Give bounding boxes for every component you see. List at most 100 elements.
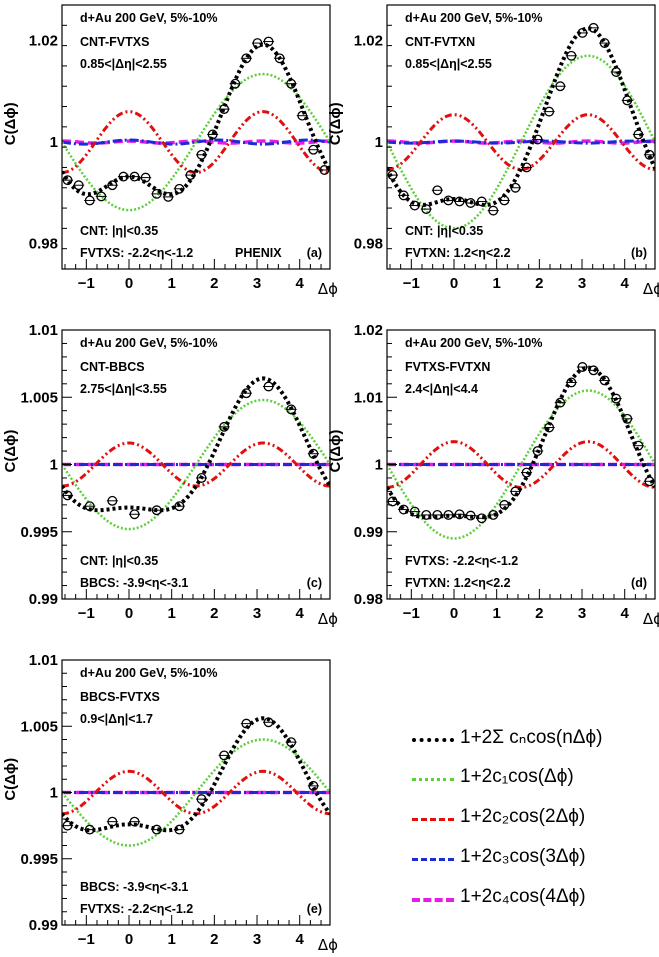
data-point [599, 375, 610, 386]
curves [62, 42, 330, 212]
experiment-label: PHENIX [235, 246, 282, 260]
y-tick-label: 1.01 [354, 389, 383, 406]
data-point [129, 509, 140, 520]
legend-line-c3 [412, 858, 454, 861]
curve-c1 [62, 398, 330, 531]
curve-c2 [387, 113, 655, 171]
data-point [476, 513, 487, 524]
panel-header: d+Au 200 GeV, 5%-10% [405, 11, 542, 25]
data-point [196, 473, 207, 483]
legend-entry-c3: 1+2c₃cos(3Δϕ) [412, 840, 652, 880]
legend-entry-c4: 1+2c₄cos(4Δϕ) [412, 880, 652, 920]
curves [387, 365, 655, 540]
legend-entry-c1: 1+2c₁cos(Δϕ) [412, 760, 652, 800]
data-point [151, 505, 162, 516]
data-point [196, 794, 207, 805]
data-point [230, 78, 241, 89]
data-point [241, 53, 252, 64]
x-tick-label: 2 [210, 931, 218, 948]
data-point [73, 180, 84, 191]
panel-1: −1 0 1 2 3 4 Δϕ 0.98 1 1.02 C(Δϕ) d+Au 200 GeV, 5%-… [327, 4, 659, 298]
data-point [555, 81, 566, 92]
data-point [263, 717, 274, 728]
curve-c2 [387, 440, 655, 489]
panel-header: d+Au 200 GeV, 5%-10% [405, 336, 542, 350]
data-points [387, 362, 655, 524]
x-tick-label: 3 [253, 275, 261, 292]
eta-gap-label: 2.4<|Δη|<4.4 [405, 382, 478, 396]
data-point [588, 365, 599, 376]
y-tick-label: 1 [50, 785, 58, 802]
data-point [129, 171, 140, 182]
data-points [62, 381, 319, 520]
data-point [84, 824, 95, 835]
eta-gap-label: 0.9<|Δη|<1.7 [80, 712, 153, 726]
x-tick-label: 0 [450, 605, 458, 622]
x-tick-label: 0 [125, 931, 133, 948]
y-tick-label: 0.995 [20, 524, 58, 541]
legend-line-c4 [412, 898, 454, 902]
data-point [174, 501, 185, 512]
acceptance-note-1: BBCS: -3.9<η<-3.1 [80, 880, 188, 894]
x-tick-label: 3 [253, 605, 261, 622]
y-tick-label: 0.99 [354, 524, 383, 541]
data-point [488, 509, 499, 520]
data-point [96, 191, 107, 202]
data-point [465, 510, 476, 521]
data-point [84, 195, 95, 206]
data-point [163, 191, 174, 202]
y-axis-label: C(Δϕ) [2, 102, 19, 145]
acceptance-note-2: FVTXS: -2.2<η<-1.2 [80, 902, 193, 916]
acceptance-note-1: FVTXS: -2.2<η<-1.2 [405, 554, 518, 568]
data-point [510, 182, 521, 193]
plot-frame [386, 4, 656, 270]
data-point [465, 198, 476, 208]
data-point [421, 509, 432, 520]
y-tick-label: 0.99 [29, 917, 58, 934]
x-tick-label: −1 [78, 275, 95, 292]
x-axis-label: Δϕ [318, 610, 338, 628]
x-axis-label: Δϕ [318, 280, 338, 298]
data-point [488, 205, 499, 216]
data-point [308, 144, 319, 155]
data-point [151, 188, 162, 199]
x-tick-label: 1 [168, 931, 176, 948]
panel-3: −1 0 1 2 3 4 Δϕ 0.98 0.99 1 1.01 1.02 C(Δϕ) d+Au 200 … [327, 322, 659, 628]
legend-label-c3: 1+2c₃cos(3Δϕ) [460, 846, 586, 867]
y-tick-label: 1 [50, 134, 58, 151]
x-tick-label: −1 [78, 931, 95, 948]
pair-label: CNT-BBCS [80, 360, 145, 374]
y-tick-label: 1.01 [29, 652, 58, 669]
data-point [566, 377, 577, 388]
data-point [107, 816, 118, 827]
data-point [387, 496, 398, 507]
data-point [118, 171, 129, 182]
x-tick-label: 4 [296, 931, 305, 948]
curve-c3 [62, 138, 330, 146]
y-tick-label: 1.02 [29, 33, 58, 50]
data-point [499, 499, 510, 510]
panel-4: −1 0 1 2 3 4 Δϕ 0.99 0.995 1 1.005 1.01 C(Δϕ) d+Au 20… [2, 652, 338, 954]
data-point [174, 824, 185, 835]
x-tick-label: 0 [125, 605, 133, 622]
data-point [263, 381, 274, 392]
y-tick-label: 1 [50, 457, 58, 474]
data-point [387, 170, 398, 181]
curves [387, 26, 655, 230]
data-point [107, 495, 118, 506]
x-tick-label: 2 [210, 275, 218, 292]
curve-c3 [387, 139, 655, 145]
data-point [622, 413, 633, 424]
data-point [84, 501, 95, 512]
y-tick-label: 0.98 [354, 591, 383, 608]
y-axis-label: C(Δϕ) [2, 430, 19, 473]
legend-line-c2 [412, 818, 454, 821]
data-point [532, 446, 543, 457]
data-point [454, 509, 465, 520]
eta-gap-label: 2.75<|Δη|<3.55 [80, 382, 167, 396]
data-point [521, 162, 532, 173]
acceptance-note-1: CNT: |η|<0.35 [405, 224, 483, 238]
data-point [443, 195, 454, 206]
x-tick-label: 4 [296, 275, 305, 292]
